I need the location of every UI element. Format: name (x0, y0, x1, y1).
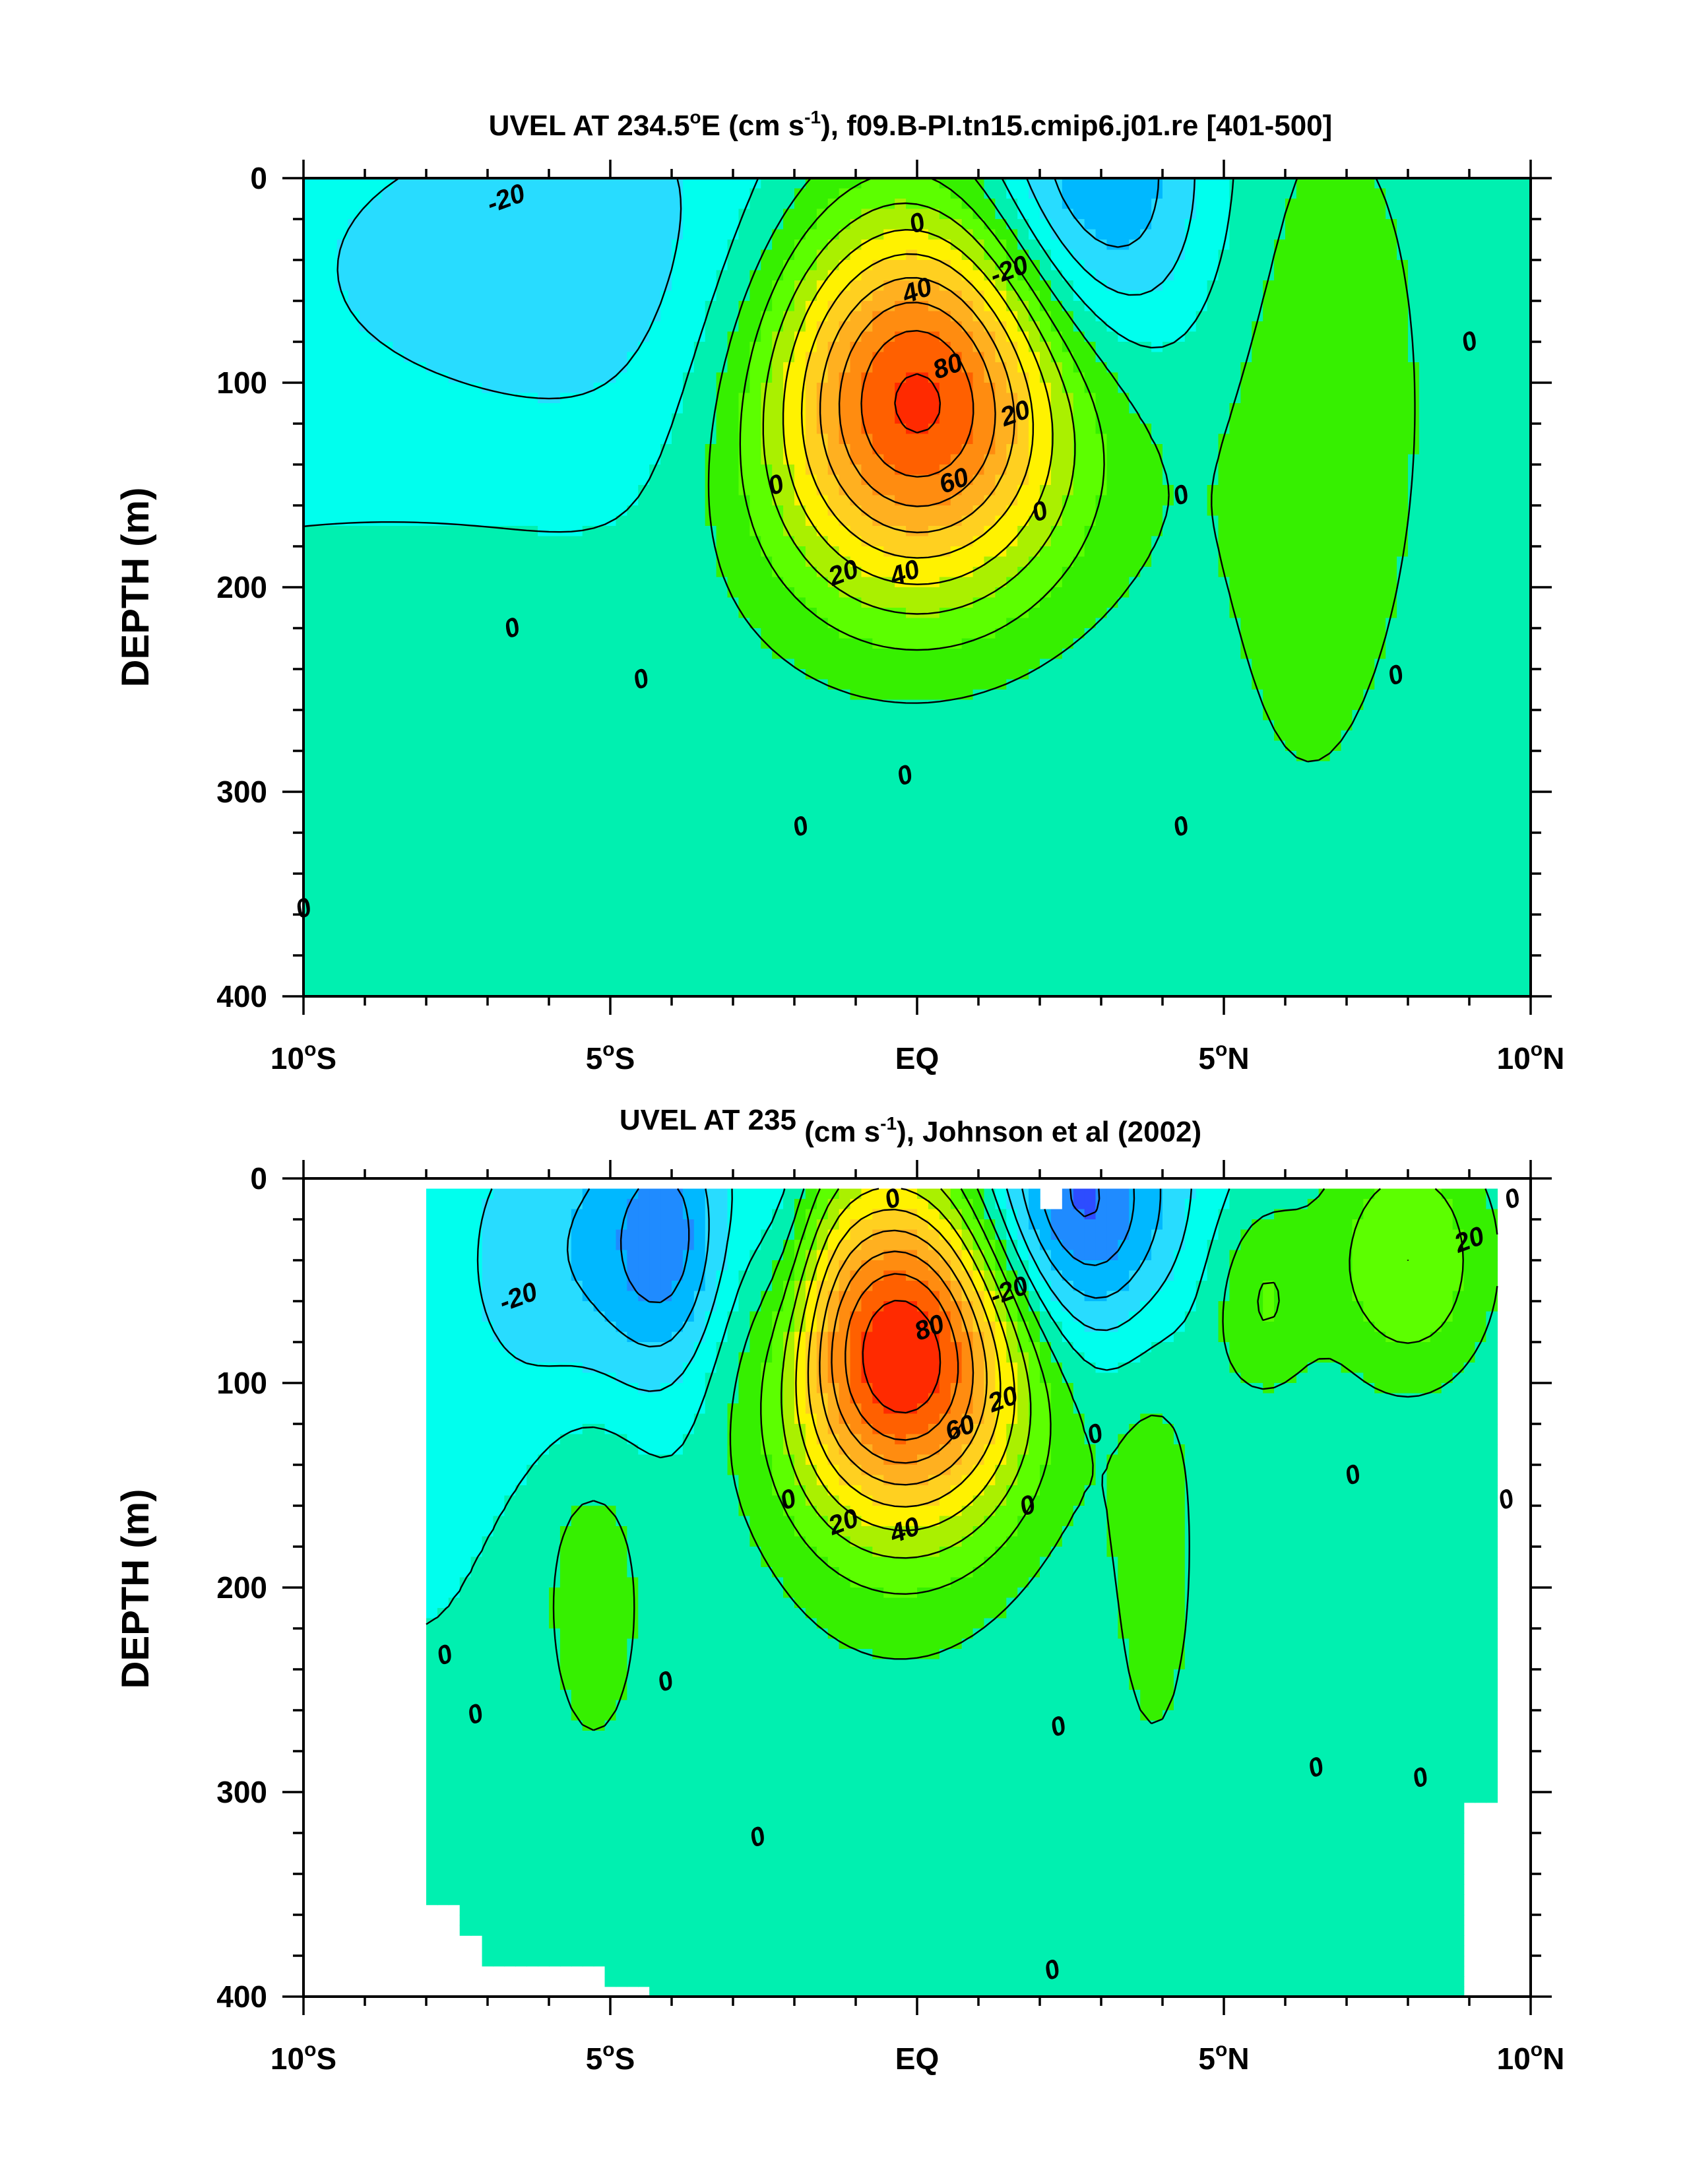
y-tick-label: 400 (216, 1979, 267, 2014)
x-tick-label: EQ (895, 1041, 939, 1076)
y-tick-label: 100 (216, 366, 267, 400)
axes: 10oS 5oS EQ 5oN 10oN 0 100 200 300 400 (216, 1160, 1564, 2076)
x-tick-label: EQ (895, 2041, 939, 2076)
field-cells (426, 1188, 1498, 1997)
x-tick-label: 5oN (1198, 1039, 1249, 1076)
x-tick-label: 10oS (271, 2039, 336, 2076)
field-cells (303, 178, 1531, 996)
x-tick-label: 5oS (586, 1039, 635, 1076)
chart-title: UVEL AT 234.5oE (cm s-1), f09.B-PI.tn15.… (489, 107, 1333, 142)
axes: 10oS 5oS EQ 5oN 10oN 0 100 200 300 400 (216, 160, 1564, 1076)
y-axis-label: DEPTH (m) (114, 1489, 157, 1689)
y-tick-label: 400 (216, 979, 267, 1013)
y-tick-label: 0 (250, 161, 267, 195)
x-tick-label: 10oN (1497, 2039, 1565, 2076)
x-tick-label: 5oN (1198, 2039, 1249, 2076)
y-tick-label: 300 (216, 1775, 267, 1809)
x-tick-label: 5oS (586, 2039, 635, 2076)
contour-label: 0 (1494, 1483, 1518, 1516)
chart-title: UVEL AT 235 (cm s-1), Johnson et al (200… (620, 1104, 1201, 1148)
y-tick-label: 200 (216, 1570, 267, 1605)
x-tick-label: 10oN (1497, 1039, 1565, 1076)
panel-observations: UVEL AT 235 (cm s-1), Johnson et al (200… (114, 1104, 1564, 2076)
y-tick-label: 200 (216, 570, 267, 604)
y-tick-label: 100 (216, 1366, 267, 1400)
contour-label: 0 (1500, 1183, 1524, 1215)
contour-lines (303, 178, 1416, 763)
y-tick-label: 300 (216, 775, 267, 809)
y-tick-label: 0 (250, 1161, 267, 1196)
contour-lines (426, 1188, 1498, 1731)
y-axis-label: DEPTH (m) (114, 488, 157, 688)
panel-model: UVEL AT 234.5oE (cm s-1), f09.B-PI.tn15.… (114, 107, 1564, 1076)
x-tick-label: 10oS (271, 1039, 336, 1076)
